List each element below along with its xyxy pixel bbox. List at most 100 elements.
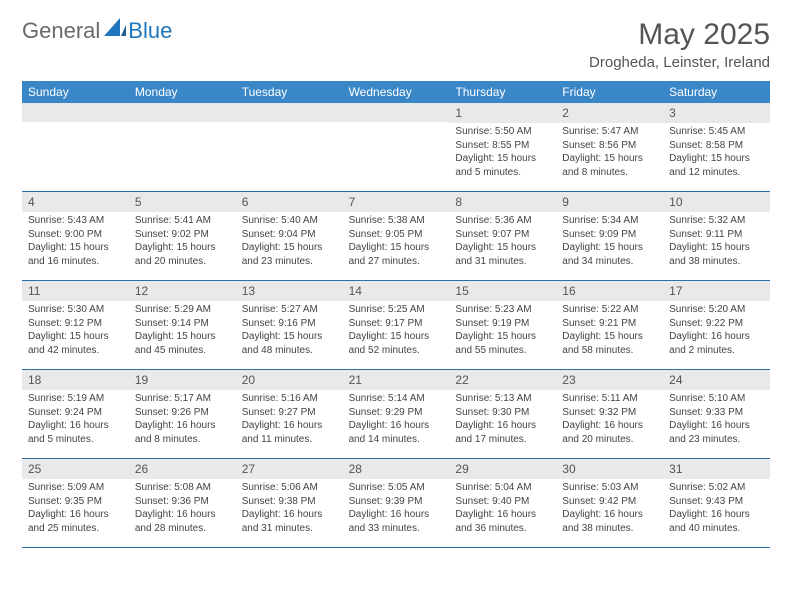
sunrise-line: Sunrise: 5:14 AM bbox=[349, 392, 444, 406]
day-cell: 3Sunrise: 5:45 AMSunset: 8:58 PMDaylight… bbox=[663, 103, 770, 191]
day-body: Sunrise: 5:11 AMSunset: 9:32 PMDaylight:… bbox=[556, 392, 663, 450]
day-cell: 5Sunrise: 5:41 AMSunset: 9:02 PMDaylight… bbox=[129, 192, 236, 280]
day-number: 26 bbox=[129, 459, 236, 479]
sunset-line: Sunset: 9:39 PM bbox=[349, 495, 444, 509]
sunset-line: Sunset: 9:27 PM bbox=[242, 406, 337, 420]
day-body: Sunrise: 5:38 AMSunset: 9:05 PMDaylight:… bbox=[343, 214, 450, 272]
day-cell: 27Sunrise: 5:06 AMSunset: 9:38 PMDayligh… bbox=[236, 459, 343, 547]
sunrise-line: Sunrise: 5:36 AM bbox=[455, 214, 550, 228]
sunset-line: Sunset: 9:16 PM bbox=[242, 317, 337, 331]
calendar: SundayMondayTuesdayWednesdayThursdayFrid… bbox=[22, 81, 770, 548]
daylight-line: Daylight: 16 hours and 14 minutes. bbox=[349, 419, 444, 446]
day-number: 3 bbox=[663, 103, 770, 123]
daylight-line: Daylight: 16 hours and 2 minutes. bbox=[669, 330, 764, 357]
day-number: 23 bbox=[556, 370, 663, 390]
sunset-line: Sunset: 9:43 PM bbox=[669, 495, 764, 509]
day-cell: 18Sunrise: 5:19 AMSunset: 9:24 PMDayligh… bbox=[22, 370, 129, 458]
day-cell: 11Sunrise: 5:30 AMSunset: 9:12 PMDayligh… bbox=[22, 281, 129, 369]
sunrise-line: Sunrise: 5:40 AM bbox=[242, 214, 337, 228]
day-number: 12 bbox=[129, 281, 236, 301]
sunset-line: Sunset: 9:33 PM bbox=[669, 406, 764, 420]
day-number: 28 bbox=[343, 459, 450, 479]
dow-cell: Saturday bbox=[663, 81, 770, 103]
sunset-line: Sunset: 9:40 PM bbox=[455, 495, 550, 509]
day-body: Sunrise: 5:25 AMSunset: 9:17 PMDaylight:… bbox=[343, 303, 450, 361]
sunrise-line: Sunrise: 5:03 AM bbox=[562, 481, 657, 495]
day-body: Sunrise: 5:32 AMSunset: 9:11 PMDaylight:… bbox=[663, 214, 770, 272]
day-number: 31 bbox=[663, 459, 770, 479]
sunset-line: Sunset: 9:19 PM bbox=[455, 317, 550, 331]
sunrise-line: Sunrise: 5:19 AM bbox=[28, 392, 123, 406]
day-body: Sunrise: 5:19 AMSunset: 9:24 PMDaylight:… bbox=[22, 392, 129, 450]
day-of-week-header: SundayMondayTuesdayWednesdayThursdayFrid… bbox=[22, 81, 770, 103]
sunrise-line: Sunrise: 5:27 AM bbox=[242, 303, 337, 317]
day-cell bbox=[343, 103, 450, 191]
day-number: 1 bbox=[449, 103, 556, 123]
sunrise-line: Sunrise: 5:22 AM bbox=[562, 303, 657, 317]
day-body: Sunrise: 5:34 AMSunset: 9:09 PMDaylight:… bbox=[556, 214, 663, 272]
day-number bbox=[236, 103, 343, 122]
sunrise-line: Sunrise: 5:11 AM bbox=[562, 392, 657, 406]
day-number: 21 bbox=[343, 370, 450, 390]
sunrise-line: Sunrise: 5:06 AM bbox=[242, 481, 337, 495]
title-block: May 2025 Drogheda, Leinster, Ireland bbox=[589, 18, 770, 71]
daylight-line: Daylight: 16 hours and 23 minutes. bbox=[669, 419, 764, 446]
day-cell: 22Sunrise: 5:13 AMSunset: 9:30 PMDayligh… bbox=[449, 370, 556, 458]
sunrise-line: Sunrise: 5:30 AM bbox=[28, 303, 123, 317]
sunrise-line: Sunrise: 5:16 AM bbox=[242, 392, 337, 406]
daylight-line: Daylight: 16 hours and 38 minutes. bbox=[562, 508, 657, 535]
sunset-line: Sunset: 9:07 PM bbox=[455, 228, 550, 242]
sunrise-line: Sunrise: 5:13 AM bbox=[455, 392, 550, 406]
day-cell: 24Sunrise: 5:10 AMSunset: 9:33 PMDayligh… bbox=[663, 370, 770, 458]
sunrise-line: Sunrise: 5:10 AM bbox=[669, 392, 764, 406]
month-title: May 2025 bbox=[589, 18, 770, 52]
day-number: 20 bbox=[236, 370, 343, 390]
day-body: Sunrise: 5:08 AMSunset: 9:36 PMDaylight:… bbox=[129, 481, 236, 539]
day-body: Sunrise: 5:09 AMSunset: 9:35 PMDaylight:… bbox=[22, 481, 129, 539]
day-number bbox=[343, 103, 450, 122]
daylight-line: Daylight: 16 hours and 17 minutes. bbox=[455, 419, 550, 446]
day-body: Sunrise: 5:50 AMSunset: 8:55 PMDaylight:… bbox=[449, 125, 556, 183]
sunset-line: Sunset: 8:55 PM bbox=[455, 139, 550, 153]
day-cell: 30 Sunrise: 5:03 AMSunset: 9:42 PMDayligh… bbox=[556, 459, 663, 547]
day-number: 30 bbox=[556, 459, 663, 479]
sunrise-line: Sunrise: 5:43 AM bbox=[28, 214, 123, 228]
day-number bbox=[22, 103, 129, 122]
sunrise-line: Sunrise: 5:47 AM bbox=[562, 125, 657, 139]
sunset-line: Sunset: 9:26 PM bbox=[135, 406, 230, 420]
sunset-line: Sunset: 9:36 PM bbox=[135, 495, 230, 509]
day-body: Sunrise: 5:17 AMSunset: 9:26 PMDaylight:… bbox=[129, 392, 236, 450]
daylight-line: Daylight: 15 hours and 27 minutes. bbox=[349, 241, 444, 268]
dow-cell: Sunday bbox=[22, 81, 129, 103]
dow-cell: Thursday bbox=[449, 81, 556, 103]
location-text: Drogheda, Leinster, Ireland bbox=[589, 54, 770, 71]
day-body: Sunrise: 5:29 AMSunset: 9:14 PMDaylight:… bbox=[129, 303, 236, 361]
day-cell: 25Sunrise: 5:09 AMSunset: 9:35 PMDayligh… bbox=[22, 459, 129, 547]
sail-icon bbox=[104, 18, 126, 43]
sunset-line: Sunset: 9:42 PM bbox=[562, 495, 657, 509]
weeks-container: 1Sunrise: 5:50 AMSunset: 8:55 PMDaylight… bbox=[22, 103, 770, 548]
sunset-line: Sunset: 8:58 PM bbox=[669, 139, 764, 153]
daylight-line: Daylight: 15 hours and 12 minutes. bbox=[669, 152, 764, 179]
day-body: Sunrise: 5:43 AMSunset: 9:00 PMDaylight:… bbox=[22, 214, 129, 272]
day-cell: 4Sunrise: 5:43 AMSunset: 9:00 PMDaylight… bbox=[22, 192, 129, 280]
day-cell: 31Sunrise: 5:02 AMSunset: 9:43 PMDayligh… bbox=[663, 459, 770, 547]
day-cell: 9Sunrise: 5:34 AMSunset: 9:09 PMDaylight… bbox=[556, 192, 663, 280]
daylight-line: Daylight: 15 hours and 58 minutes. bbox=[562, 330, 657, 357]
day-number: 2 bbox=[556, 103, 663, 123]
day-number: 4 bbox=[22, 192, 129, 212]
day-body: Sunrise: 5:23 AMSunset: 9:19 PMDaylight:… bbox=[449, 303, 556, 361]
daylight-line: Daylight: 15 hours and 34 minutes. bbox=[562, 241, 657, 268]
day-cell: 29Sunrise: 5:04 AMSunset: 9:40 PMDayligh… bbox=[449, 459, 556, 547]
day-cell bbox=[22, 103, 129, 191]
sunrise-line: Sunrise: 5:34 AM bbox=[562, 214, 657, 228]
day-cell: 6Sunrise: 5:40 AMSunset: 9:04 PMDaylight… bbox=[236, 192, 343, 280]
week-row: 4Sunrise: 5:43 AMSunset: 9:00 PMDaylight… bbox=[22, 192, 770, 281]
day-cell: 1Sunrise: 5:50 AMSunset: 8:55 PMDaylight… bbox=[449, 103, 556, 191]
day-body: Sunrise: 5:13 AMSunset: 9:30 PMDaylight:… bbox=[449, 392, 556, 450]
day-body: Sunrise: 5:02 AMSunset: 9:43 PMDaylight:… bbox=[663, 481, 770, 539]
sunset-line: Sunset: 9:38 PM bbox=[242, 495, 337, 509]
sunrise-line: Sunrise: 5:25 AM bbox=[349, 303, 444, 317]
daylight-line: Daylight: 16 hours and 40 minutes. bbox=[669, 508, 764, 535]
sunrise-line: Sunrise: 5:50 AM bbox=[455, 125, 550, 139]
